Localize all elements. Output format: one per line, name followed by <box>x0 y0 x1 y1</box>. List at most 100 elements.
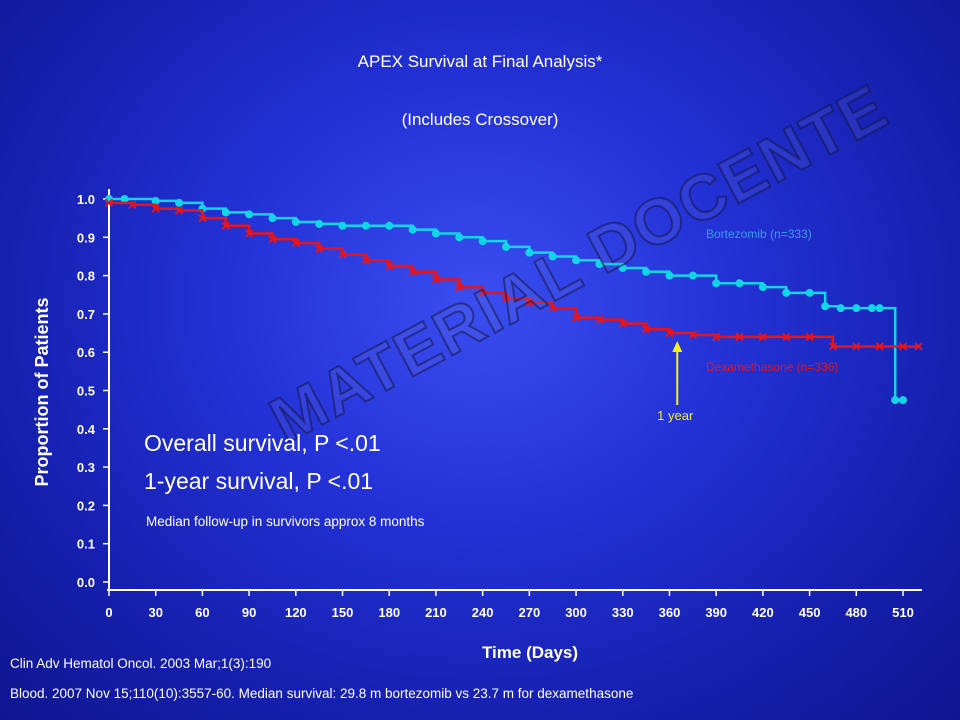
x-tick-label: 480 <box>845 605 867 620</box>
data-point-dexamethasone <box>875 342 884 351</box>
data-point-bortezomib <box>836 304 845 313</box>
data-point-dexamethasone <box>455 282 464 292</box>
data-point-dexamethasone <box>244 229 254 238</box>
legend-dexamethasone: Dexamethasone (n=336) <box>706 360 838 374</box>
x-tick-label: 300 <box>565 605 587 620</box>
data-point-bortezomib <box>891 396 900 405</box>
data-point-dexamethasone <box>782 332 791 342</box>
data-point-dexamethasone <box>478 288 487 298</box>
x-tick-label: 30 <box>148 605 162 620</box>
data-point-bortezomib <box>867 304 876 313</box>
chart-subtitle: (Includes Crossover) <box>401 110 559 129</box>
data-point-bortezomib <box>852 304 861 313</box>
data-point-bortezomib <box>175 198 184 207</box>
data-point-dexamethasone <box>571 313 581 322</box>
y-tick-label: 0.8 <box>77 269 95 284</box>
one-year-arrow-head <box>672 341 683 352</box>
data-point-dexamethasone <box>758 332 768 342</box>
data-point-dexamethasone <box>385 261 394 271</box>
data-point-bortezomib <box>455 233 464 242</box>
data-point-bortezomib <box>595 260 604 269</box>
data-point-bortezomib <box>735 279 744 288</box>
data-point-bortezomib <box>688 271 697 280</box>
one-year-label: 1 year <box>657 408 694 423</box>
x-tick-label: 180 <box>378 605 400 620</box>
data-point-bortezomib <box>385 221 394 230</box>
data-point-dexamethasone <box>174 206 184 215</box>
y-tick-label: 0.0 <box>77 575 95 590</box>
data-point-bortezomib <box>642 267 651 276</box>
data-point-bortezomib <box>618 263 627 272</box>
y-tick-label: 0.3 <box>77 460 95 475</box>
one-year-survival-stat: 1-year survival, P <.01 <box>144 468 374 494</box>
y-tick-label: 0.6 <box>77 345 95 360</box>
y-tick-label: 0.5 <box>77 384 95 399</box>
legend-bortezomib: Bortezomib (n=333) <box>706 227 812 241</box>
chart-title: APEX Survival at Final Analysis* <box>357 52 603 71</box>
data-point-dexamethasone <box>291 238 301 248</box>
y-tick-label: 0.9 <box>77 230 95 245</box>
data-point-dexamethasone <box>618 319 627 328</box>
data-point-bortezomib <box>408 225 417 234</box>
data-point-bortezomib <box>478 237 487 246</box>
followup-note: Median follow-up in survivors approx 8 m… <box>146 514 425 529</box>
data-point-dexamethasone <box>595 315 604 324</box>
data-point-dexamethasone <box>128 200 137 209</box>
data-point-dexamethasone <box>852 342 861 351</box>
data-point-bortezomib <box>758 283 767 292</box>
citation-2: Blood. 2007 Nov 15;110(10):3557-60. Medi… <box>10 686 634 701</box>
data-point-bortezomib <box>361 221 370 230</box>
data-point-bortezomib <box>782 288 791 297</box>
x-tick-label: 150 <box>332 605 354 620</box>
data-point-bortezomib <box>338 221 347 230</box>
data-point-bortezomib <box>291 217 300 226</box>
data-point-dexamethasone <box>338 250 347 259</box>
x-tick-label: 270 <box>519 605 541 620</box>
data-point-dexamethasone <box>314 244 324 253</box>
data-point-bortezomib <box>821 302 830 311</box>
data-point-dexamethasone <box>828 342 838 351</box>
data-point-dexamethasone <box>898 342 908 351</box>
x-tick-label: 510 <box>892 605 914 620</box>
x-tick-label: 420 <box>752 605 774 620</box>
data-point-dexamethasone <box>641 325 651 334</box>
x-tick-label: 60 <box>195 605 209 620</box>
data-point-bortezomib <box>548 252 557 261</box>
data-point-dexamethasone <box>104 198 114 208</box>
data-point-bortezomib <box>712 279 721 288</box>
x-tick-label: 120 <box>285 605 307 620</box>
data-point-bortezomib <box>151 196 160 205</box>
y-tick-label: 0.1 <box>77 537 95 552</box>
data-point-dexamethasone <box>221 221 230 231</box>
x-tick-label: 0 <box>105 605 112 620</box>
data-point-bortezomib <box>120 195 129 203</box>
x-tick-label: 90 <box>242 605 256 620</box>
data-point-bortezomib <box>221 208 230 217</box>
data-point-bortezomib <box>875 304 884 313</box>
data-point-bortezomib <box>431 229 440 238</box>
data-point-bortezomib <box>572 256 581 265</box>
x-tick-label: 450 <box>799 605 821 620</box>
data-point-dexamethasone <box>688 330 698 340</box>
data-point-dexamethasone <box>735 332 744 342</box>
data-point-bortezomib <box>899 396 907 405</box>
data-point-bortezomib <box>665 271 674 280</box>
y-tick-label: 1.0 <box>77 192 95 207</box>
data-point-dexamethasone <box>711 332 721 342</box>
data-point-dexamethasone <box>408 267 417 276</box>
data-point-bortezomib <box>245 210 254 219</box>
data-point-bortezomib <box>502 242 510 251</box>
x-tick-label: 390 <box>705 605 727 620</box>
data-point-dexamethasone <box>501 294 511 303</box>
citation-1: Clin Adv Hematol Oncol. 2003 Mar;1(3):19… <box>10 656 272 671</box>
data-point-dexamethasone <box>198 213 207 223</box>
x-tick-label: 240 <box>472 605 494 620</box>
data-point-dexamethasone <box>665 328 674 338</box>
x-tick-label: 210 <box>425 605 447 620</box>
data-point-dexamethasone <box>151 204 160 213</box>
data-point-dexamethasone <box>361 256 371 265</box>
data-point-dexamethasone <box>268 235 277 244</box>
y-tick-label: 0.2 <box>77 498 95 513</box>
y-tick-label: 0.4 <box>77 422 96 437</box>
